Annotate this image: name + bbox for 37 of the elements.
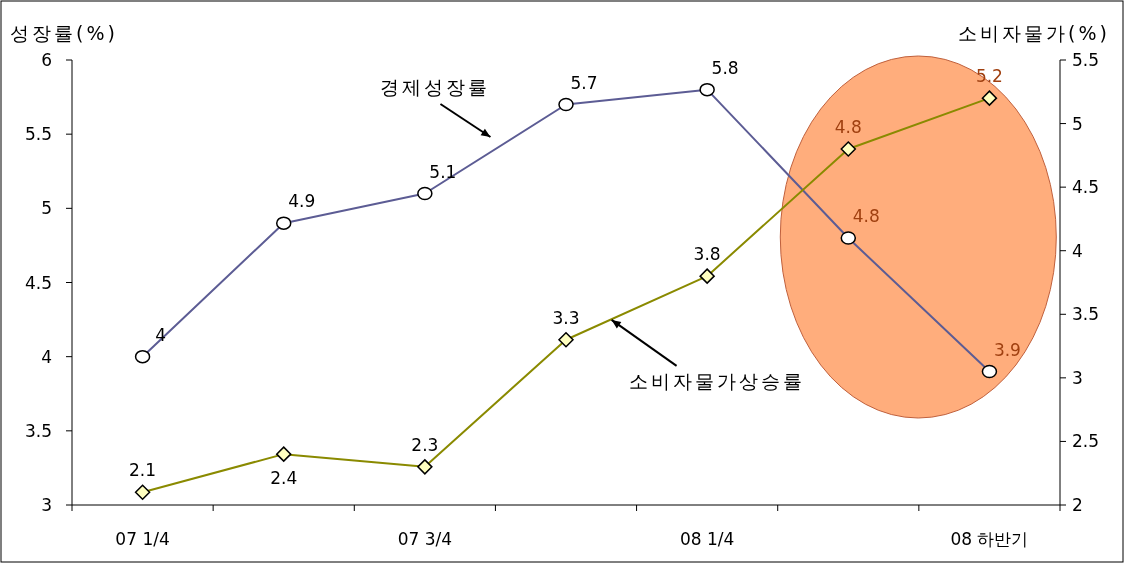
y2-tick-label: 2.5 <box>1072 431 1100 452</box>
y-tick-label: 6 <box>41 50 52 70</box>
x-tick-label: 07 1/4 <box>115 529 170 549</box>
y2-tick-label: 3 <box>1072 367 1083 388</box>
y-axis-title: 성장률(%) <box>10 22 118 44</box>
data-label: 5.7 <box>570 72 598 93</box>
data-label: 4.8 <box>834 117 862 137</box>
y2-tick-label: 4.5 <box>1072 177 1100 198</box>
y2-tick-label: 3.5 <box>1072 304 1100 325</box>
y-tick-label: 5.5 <box>24 124 52 145</box>
x-tick-label: 07 3/4 <box>397 529 453 549</box>
data-label: 5.8 <box>711 57 739 78</box>
y2-tick-label: 4 <box>1072 240 1083 261</box>
text: 경제성장률 <box>380 76 491 98</box>
y-tick-label: 3 <box>41 495 52 515</box>
x-tick-label: 08 1/4 <box>679 529 735 549</box>
y2-tick-label: 5.5 <box>1072 50 1100 70</box>
x-tick-label: 08 하반기 <box>950 529 1029 549</box>
data-label: 3.9 <box>993 339 1021 360</box>
y2-tick-label: 2 <box>1072 495 1083 515</box>
text: 소비자물가상승률 <box>628 369 805 392</box>
data-label: 2.4 <box>270 468 298 489</box>
data-label: 4 <box>155 324 166 345</box>
y-tick-label: 5 <box>41 198 52 219</box>
data-label: 5.1 <box>429 161 457 182</box>
data-label: 4.8 <box>852 206 880 226</box>
y2-axis-title: 소비자물가(%) <box>958 22 1110 44</box>
y-tick-label: 4.5 <box>24 272 52 293</box>
data-label: 4.9 <box>288 191 316 212</box>
y2-tick-label: 5 <box>1072 113 1083 134</box>
y-tick-label: 4 <box>41 346 52 367</box>
data-label: 2.3 <box>411 434 439 455</box>
data-label: 3.8 <box>693 244 721 265</box>
data-label: 2.1 <box>129 460 157 481</box>
y-tick-label: 3.5 <box>24 420 52 441</box>
data-label: 5.2 <box>975 66 1003 87</box>
data-label: 3.3 <box>552 307 580 328</box>
